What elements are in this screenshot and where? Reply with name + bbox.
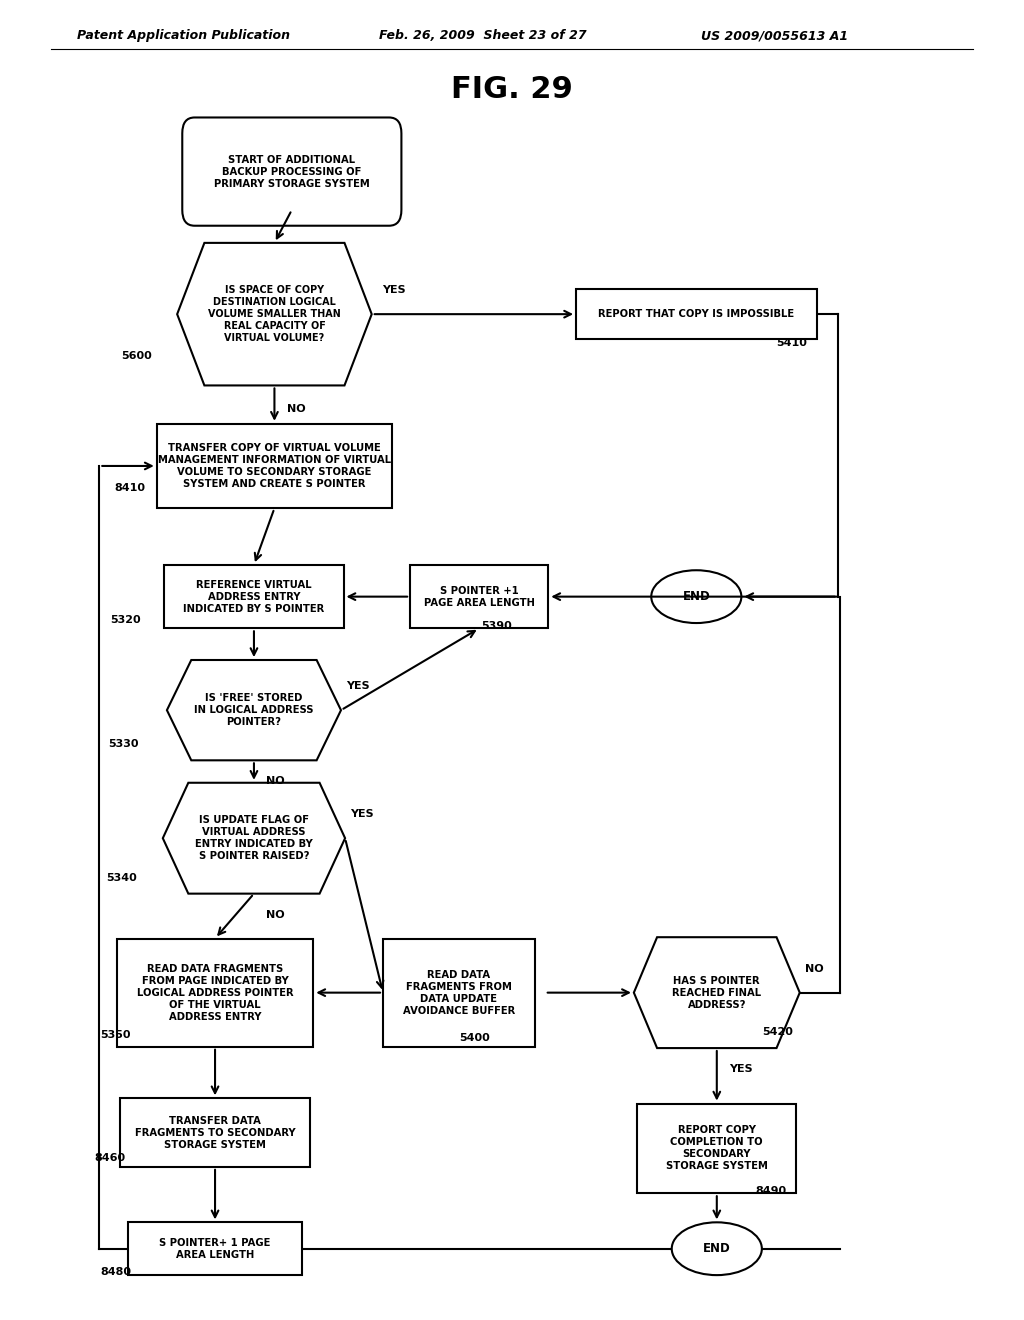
Text: 8490: 8490 <box>756 1185 786 1196</box>
Text: 8410: 8410 <box>115 483 145 494</box>
Text: READ DATA
FRAGMENTS FROM
DATA UPDATE
AVOIDANCE BUFFER: READ DATA FRAGMENTS FROM DATA UPDATE AVO… <box>402 970 515 1015</box>
FancyBboxPatch shape <box>410 565 549 628</box>
Text: REPORT THAT COPY IS IMPOSSIBLE: REPORT THAT COPY IS IMPOSSIBLE <box>598 309 795 319</box>
Text: YES: YES <box>346 681 370 692</box>
Ellipse shape <box>672 1222 762 1275</box>
Text: YES: YES <box>350 809 374 820</box>
Text: 8460: 8460 <box>94 1152 125 1163</box>
Text: 5390: 5390 <box>481 620 512 631</box>
Text: US 2009/0055613 A1: US 2009/0055613 A1 <box>701 29 849 42</box>
Text: END: END <box>702 1242 731 1255</box>
Polygon shape <box>634 937 800 1048</box>
Text: NO: NO <box>266 776 285 787</box>
Text: YES: YES <box>382 285 406 296</box>
Text: IS SPACE OF COPY
DESTINATION LOGICAL
VOLUME SMALLER THAN
REAL CAPACITY OF
VIRTUA: IS SPACE OF COPY DESTINATION LOGICAL VOL… <box>208 285 341 343</box>
Text: Patent Application Publication: Patent Application Publication <box>77 29 290 42</box>
FancyBboxPatch shape <box>128 1222 302 1275</box>
Text: YES: YES <box>729 1064 753 1074</box>
Text: TRANSFER DATA
FRAGMENTS TO SECONDARY
STORAGE SYSTEM: TRANSFER DATA FRAGMENTS TO SECONDARY STO… <box>135 1115 295 1150</box>
Text: 5340: 5340 <box>106 873 137 883</box>
Polygon shape <box>167 660 341 760</box>
Text: NO: NO <box>266 909 285 920</box>
Text: S POINTER+ 1 PAGE
AREA LENGTH: S POINTER+ 1 PAGE AREA LENGTH <box>160 1238 270 1259</box>
Text: NO: NO <box>805 964 823 974</box>
FancyBboxPatch shape <box>157 424 392 508</box>
Text: 5400: 5400 <box>459 1032 489 1043</box>
Text: NO: NO <box>287 404 305 414</box>
Polygon shape <box>163 783 345 894</box>
Text: 8480: 8480 <box>100 1267 131 1278</box>
FancyBboxPatch shape <box>575 289 817 339</box>
Text: READ DATA FRAGMENTS
FROM PAGE INDICATED BY
LOGICAL ADDRESS POINTER
OF THE VIRTUA: READ DATA FRAGMENTS FROM PAGE INDICATED … <box>137 964 293 1022</box>
Text: REFERENCE VIRTUAL
ADDRESS ENTRY
INDICATED BY S POINTER: REFERENCE VIRTUAL ADDRESS ENTRY INDICATE… <box>183 579 325 614</box>
Text: IS UPDATE FLAG OF
VIRTUAL ADDRESS
ENTRY INDICATED BY
S POINTER RAISED?: IS UPDATE FLAG OF VIRTUAL ADDRESS ENTRY … <box>196 816 312 861</box>
Text: 5420: 5420 <box>762 1027 793 1038</box>
Text: IS 'FREE' STORED
IN LOGICAL ADDRESS
POINTER?: IS 'FREE' STORED IN LOGICAL ADDRESS POIN… <box>195 693 313 727</box>
Text: HAS S POINTER
REACHED FINAL
ADDRESS?: HAS S POINTER REACHED FINAL ADDRESS? <box>672 975 762 1010</box>
Text: 5320: 5320 <box>111 615 141 626</box>
Polygon shape <box>177 243 372 385</box>
FancyBboxPatch shape <box>164 565 344 628</box>
FancyBboxPatch shape <box>182 117 401 226</box>
Text: END: END <box>682 590 711 603</box>
FancyBboxPatch shape <box>117 939 313 1047</box>
Text: 5330: 5330 <box>109 739 139 750</box>
FancyBboxPatch shape <box>637 1104 797 1193</box>
Text: FIG. 29: FIG. 29 <box>451 75 573 104</box>
Text: S POINTER +1
PAGE AREA LENGTH: S POINTER +1 PAGE AREA LENGTH <box>424 586 535 607</box>
FancyBboxPatch shape <box>383 939 535 1047</box>
Text: 5350: 5350 <box>100 1030 131 1040</box>
Text: Feb. 26, 2009  Sheet 23 of 27: Feb. 26, 2009 Sheet 23 of 27 <box>379 29 587 42</box>
Text: REPORT COPY
COMPLETION TO
SECONDARY
STORAGE SYSTEM: REPORT COPY COMPLETION TO SECONDARY STOR… <box>666 1126 768 1171</box>
FancyBboxPatch shape <box>121 1098 309 1167</box>
Text: START OF ADDITIONAL
BACKUP PROCESSING OF
PRIMARY STORAGE SYSTEM: START OF ADDITIONAL BACKUP PROCESSING OF… <box>214 154 370 189</box>
Text: 5410: 5410 <box>776 338 807 348</box>
Text: 5600: 5600 <box>121 351 152 362</box>
Text: TRANSFER COPY OF VIRTUAL VOLUME
MANAGEMENT INFORMATION OF VIRTUAL
VOLUME TO SECO: TRANSFER COPY OF VIRTUAL VOLUME MANAGEME… <box>158 444 391 488</box>
Ellipse shape <box>651 570 741 623</box>
